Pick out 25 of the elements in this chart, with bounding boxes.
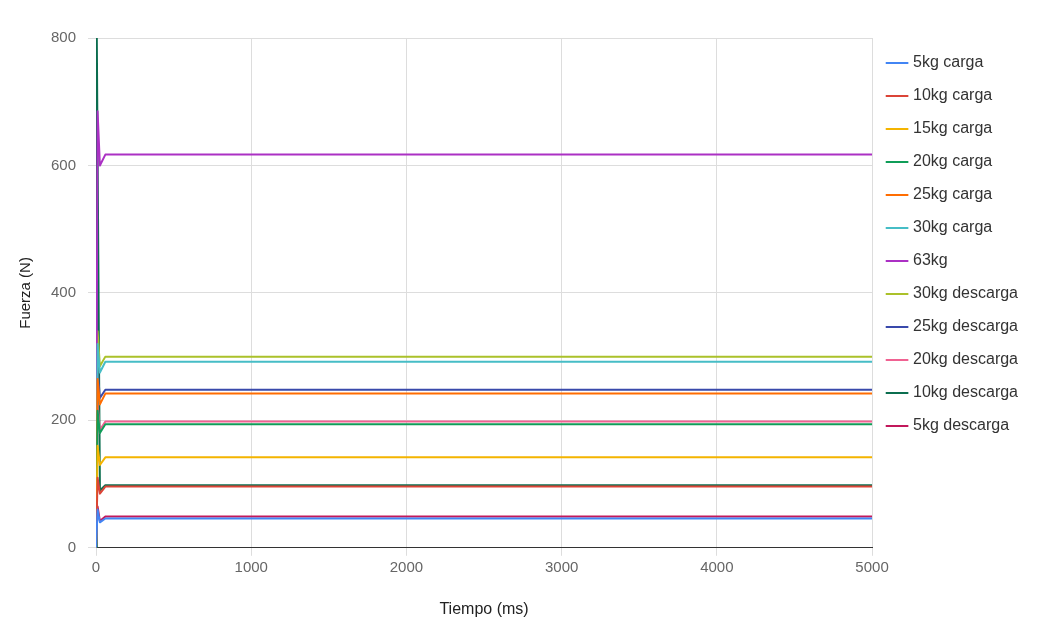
x-axis-title: Tiempo (ms) bbox=[439, 599, 529, 617]
legend-label: 30kg carga bbox=[913, 218, 993, 236]
y-tick-label: 600 bbox=[51, 155, 77, 173]
legend-label: 5kg descarga bbox=[913, 416, 1010, 434]
x-tick-label: 4000 bbox=[700, 557, 734, 575]
x-tick-label: 0 bbox=[91, 557, 101, 575]
legend-label: 15kg carga bbox=[913, 119, 993, 137]
y-tick-label: 400 bbox=[51, 283, 77, 301]
x-tick-label: 3000 bbox=[544, 557, 579, 575]
legend-label: 5kg carga bbox=[913, 53, 984, 71]
x-tick-label: 2000 bbox=[389, 557, 424, 575]
y-tick-label: 200 bbox=[51, 410, 77, 428]
y-tick-label: 800 bbox=[51, 28, 77, 46]
legend-label: 20kg carga bbox=[913, 152, 993, 170]
legend-label: 25kg carga bbox=[913, 185, 993, 203]
y-axis-title: Fuerza (N) bbox=[16, 257, 34, 329]
legend-label: 25kg descarga bbox=[913, 317, 1019, 335]
x-tick-label: 5000 bbox=[855, 557, 889, 575]
legend-label: 63kg bbox=[913, 251, 948, 269]
x-tick-label: 1000 bbox=[234, 557, 268, 575]
legend-label: 20kg descarga bbox=[913, 350, 1019, 368]
legend-label: 10kg carga bbox=[913, 86, 993, 104]
y-tick-label: 0 bbox=[67, 537, 77, 555]
legend-label: 30kg descarga bbox=[913, 284, 1019, 302]
legend-label: 10kg descarga bbox=[913, 383, 1019, 401]
